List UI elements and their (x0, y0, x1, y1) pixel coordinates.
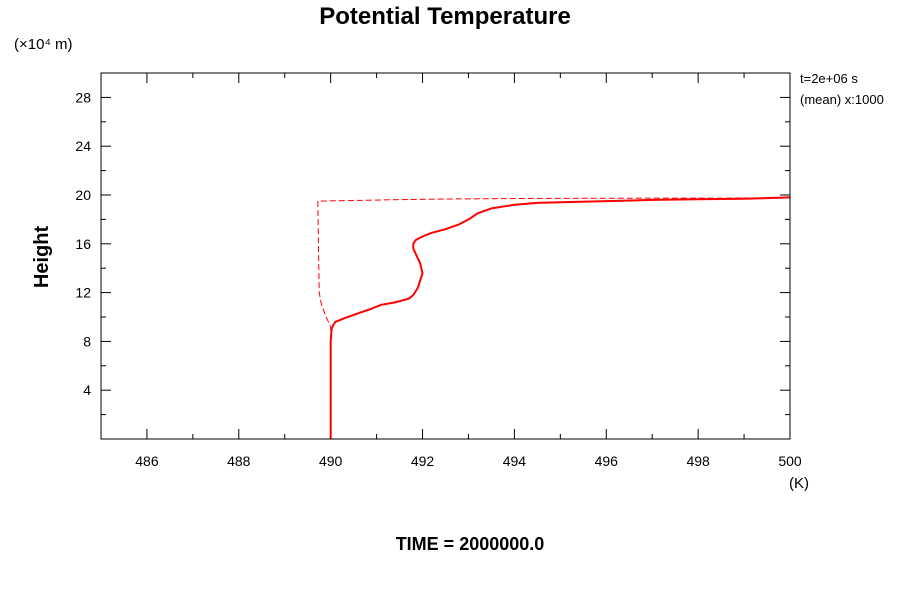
plot-frame (100, 72, 791, 440)
chart-title: Potential Temperature (319, 3, 571, 30)
mean-annotation: (mean) x:1000 (800, 92, 884, 107)
y-unit-label: (×10⁴ m) (14, 36, 73, 53)
y-tick-label: 4 (83, 382, 91, 398)
series-layer (317, 196, 791, 439)
dashed-series-line (317, 197, 790, 439)
x-tick-label: 494 (503, 453, 527, 469)
x-tick-label: 500 (778, 453, 802, 469)
x-axis-ticks: 486 488 490 492 494 496 498 500 (100, 73, 802, 469)
x-tick-label: 492 (411, 453, 435, 469)
x-tick-label: 496 (595, 453, 619, 469)
x-tick-label: 488 (227, 453, 251, 469)
x-tick-label: 486 (135, 453, 159, 469)
y-tick-label: 24 (75, 138, 91, 154)
x-unit-label: (K) (789, 475, 809, 492)
solid-series-line (329, 196, 791, 439)
y-tick-label: 12 (75, 285, 91, 301)
x-tick-label: 498 (686, 453, 710, 469)
x-tick-label: 490 (319, 453, 343, 469)
y-axis-label: Height (31, 226, 53, 289)
time-annotation: t=2e+06 s (800, 71, 858, 86)
time-footer: TIME = 2000000.0 (396, 534, 545, 554)
y-tick-label: 28 (75, 89, 91, 105)
y-tick-label: 16 (75, 236, 91, 252)
y-tick-label: 8 (83, 333, 91, 349)
y-tick-label: 20 (75, 187, 91, 203)
y-axis-ticks: 4 8 12 16 20 24 28 (75, 72, 790, 416)
